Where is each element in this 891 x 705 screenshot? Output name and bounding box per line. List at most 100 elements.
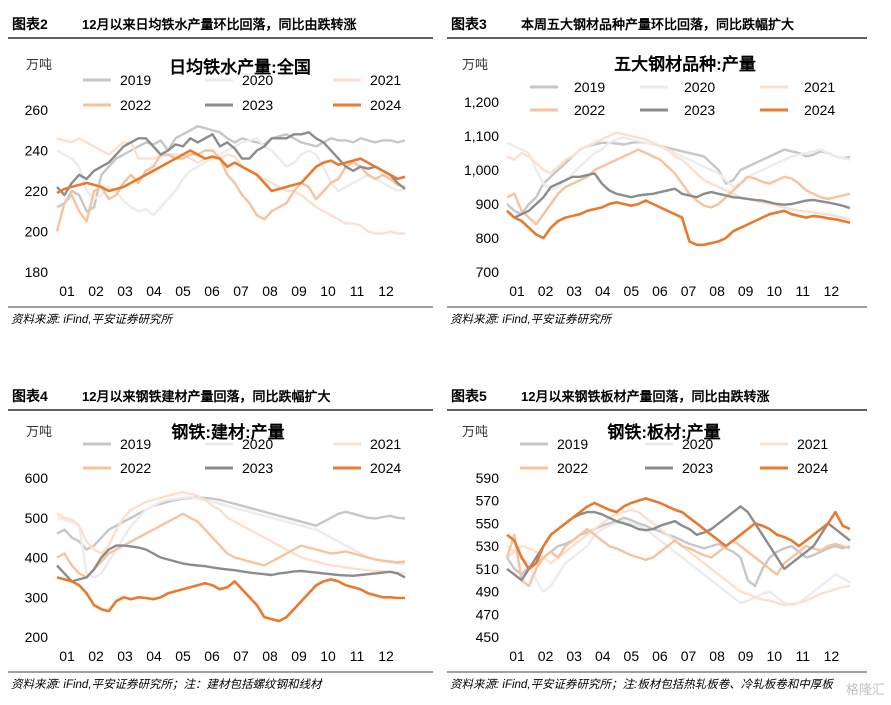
y-tick-label: 220: [25, 183, 49, 199]
x-tick-label: 07: [681, 648, 697, 664]
x-tick-label: 05: [624, 648, 640, 664]
y-tick-label: 510: [476, 561, 500, 577]
y-tick-label: 180: [25, 264, 49, 280]
legend-label-2024: 2024: [370, 97, 401, 113]
chart-title: 日均铁水产量:全国: [169, 57, 311, 77]
x-tick-label: 01: [509, 283, 525, 299]
x-tick-label: 01: [59, 648, 75, 664]
series-line-2022: [505, 527, 851, 588]
x-tick-label: 02: [88, 648, 104, 664]
legend-label-2019: 2019: [557, 436, 588, 452]
y-tick-label: 1,000: [464, 162, 499, 178]
x-tick-label: 01: [509, 648, 525, 664]
x-tick-label: 10: [320, 648, 336, 664]
series-line-2019: [56, 124, 406, 213]
y-unit-label: 万吨: [26, 424, 52, 439]
series-line-2020: [56, 137, 406, 217]
x-tick-label: 12: [378, 283, 394, 299]
series-line-2023: [56, 544, 406, 583]
y-tick-label: 1,200: [464, 94, 499, 110]
legend-label-2020: 2020: [684, 79, 715, 95]
series-line-2019: [56, 495, 406, 551]
figure-label: 图表4: [12, 388, 48, 404]
y-tick-label: 1,100: [464, 128, 499, 144]
x-tick-label: 09: [291, 648, 307, 664]
x-tick-label: 05: [175, 648, 191, 664]
y-tick-label: 260: [25, 102, 49, 118]
figure-label: 图表3: [451, 16, 487, 32]
source-note: 资料来源: iFind,平安证券研究所；注：建材包括螺纹钢和线材: [11, 678, 323, 691]
legend-label-2023: 2023: [682, 460, 713, 476]
figure-label: 图表2: [12, 16, 48, 32]
chart-title: 五大钢材品种:产量: [614, 54, 756, 74]
figure-heading: 12月以来钢铁建材产量回落，同比跌幅扩大: [82, 389, 330, 404]
y-tick-label: 550: [476, 515, 500, 531]
y-tick-label: 200: [25, 629, 49, 645]
x-tick-label: 06: [652, 283, 668, 299]
x-tick-label: 07: [233, 648, 249, 664]
series-line-2020: [506, 520, 851, 607]
x-tick-label: 03: [117, 283, 133, 299]
series-line-2022: [56, 512, 406, 579]
figure-heading: 本周五大钢材品种产量环比回落，同比跌幅扩大: [521, 17, 794, 32]
series-line-2023: [506, 172, 851, 219]
legend-label-2023: 2023: [242, 97, 273, 113]
figure-heading: 12月以来日均铁水产量环比回落，同比由跌转涨: [82, 17, 356, 32]
y-unit-label: 万吨: [462, 57, 488, 72]
legend-label-2022: 2022: [120, 460, 151, 476]
x-tick-label: 05: [175, 283, 191, 299]
legend-label-2021: 2021: [370, 72, 401, 88]
legend-label-2022: 2022: [574, 102, 605, 118]
chart-title: 钢铁:板材:产量: [607, 422, 720, 442]
y-unit-label: 万吨: [26, 57, 52, 72]
source-note: 资料来源: iFind,平安证券研究所: [450, 313, 613, 326]
x-tick-label: 12: [824, 283, 840, 299]
y-tick-label: 200: [25, 224, 49, 240]
x-tick-label: 09: [738, 283, 754, 299]
legend-label-2024: 2024: [797, 460, 828, 476]
legend-label-2019: 2019: [120, 436, 151, 452]
legend-label-2022: 2022: [120, 97, 151, 113]
y-tick-label: 300: [25, 589, 49, 605]
x-tick-label: 04: [595, 648, 611, 664]
legend-label-2020: 2020: [242, 72, 273, 88]
source-note: 资料来源: iFind,平安证券研究所: [11, 313, 174, 326]
x-tick-label: 09: [738, 648, 754, 664]
legend: 2019 2020 2021 2022 2023 2024: [520, 436, 828, 476]
legend-label-2021: 2021: [804, 79, 835, 95]
y-tick-label: 900: [476, 196, 500, 212]
x-tick-label: 11: [350, 283, 365, 299]
watermark-logo: 格隆汇: [846, 682, 885, 697]
y-tick-label: 600: [25, 470, 49, 486]
source-note: 资料来源: iFind,平安证券研究所；注:板材包括热轧板卷、冷轧板卷和中厚板: [450, 678, 834, 691]
legend-label-2019: 2019: [120, 72, 151, 88]
x-tick-label: 07: [233, 283, 249, 299]
legend-label-2021: 2021: [370, 436, 401, 452]
y-tick-label: 800: [476, 230, 500, 246]
y-tick-label: 400: [25, 550, 49, 566]
x-tick-label: 03: [566, 648, 582, 664]
series-line-2019: [506, 140, 851, 216]
series-line-2024: [56, 576, 405, 623]
x-tick-label: 03: [117, 648, 133, 664]
x-tick-label: 09: [291, 283, 307, 299]
figure-label: 图表5: [451, 388, 487, 404]
series-line-2019: [505, 516, 851, 588]
x-tick-label: 02: [538, 283, 554, 299]
x-tick-label: 10: [766, 283, 782, 299]
x-tick-label: 10: [320, 283, 336, 299]
x-tick-label: 11: [350, 648, 365, 664]
y-tick-label: 700: [476, 264, 500, 280]
x-tick-label: 12: [824, 648, 840, 664]
y-tick-label: 240: [25, 143, 49, 159]
legend-label-2020: 2020: [242, 436, 273, 452]
legend-label-2021: 2021: [797, 436, 828, 452]
series-line-2024: [506, 497, 851, 571]
y-tick-label: 500: [25, 510, 49, 526]
series-line-2024: [56, 149, 406, 195]
legend-label-2023: 2023: [684, 102, 715, 118]
x-tick-label: 10: [766, 648, 782, 664]
